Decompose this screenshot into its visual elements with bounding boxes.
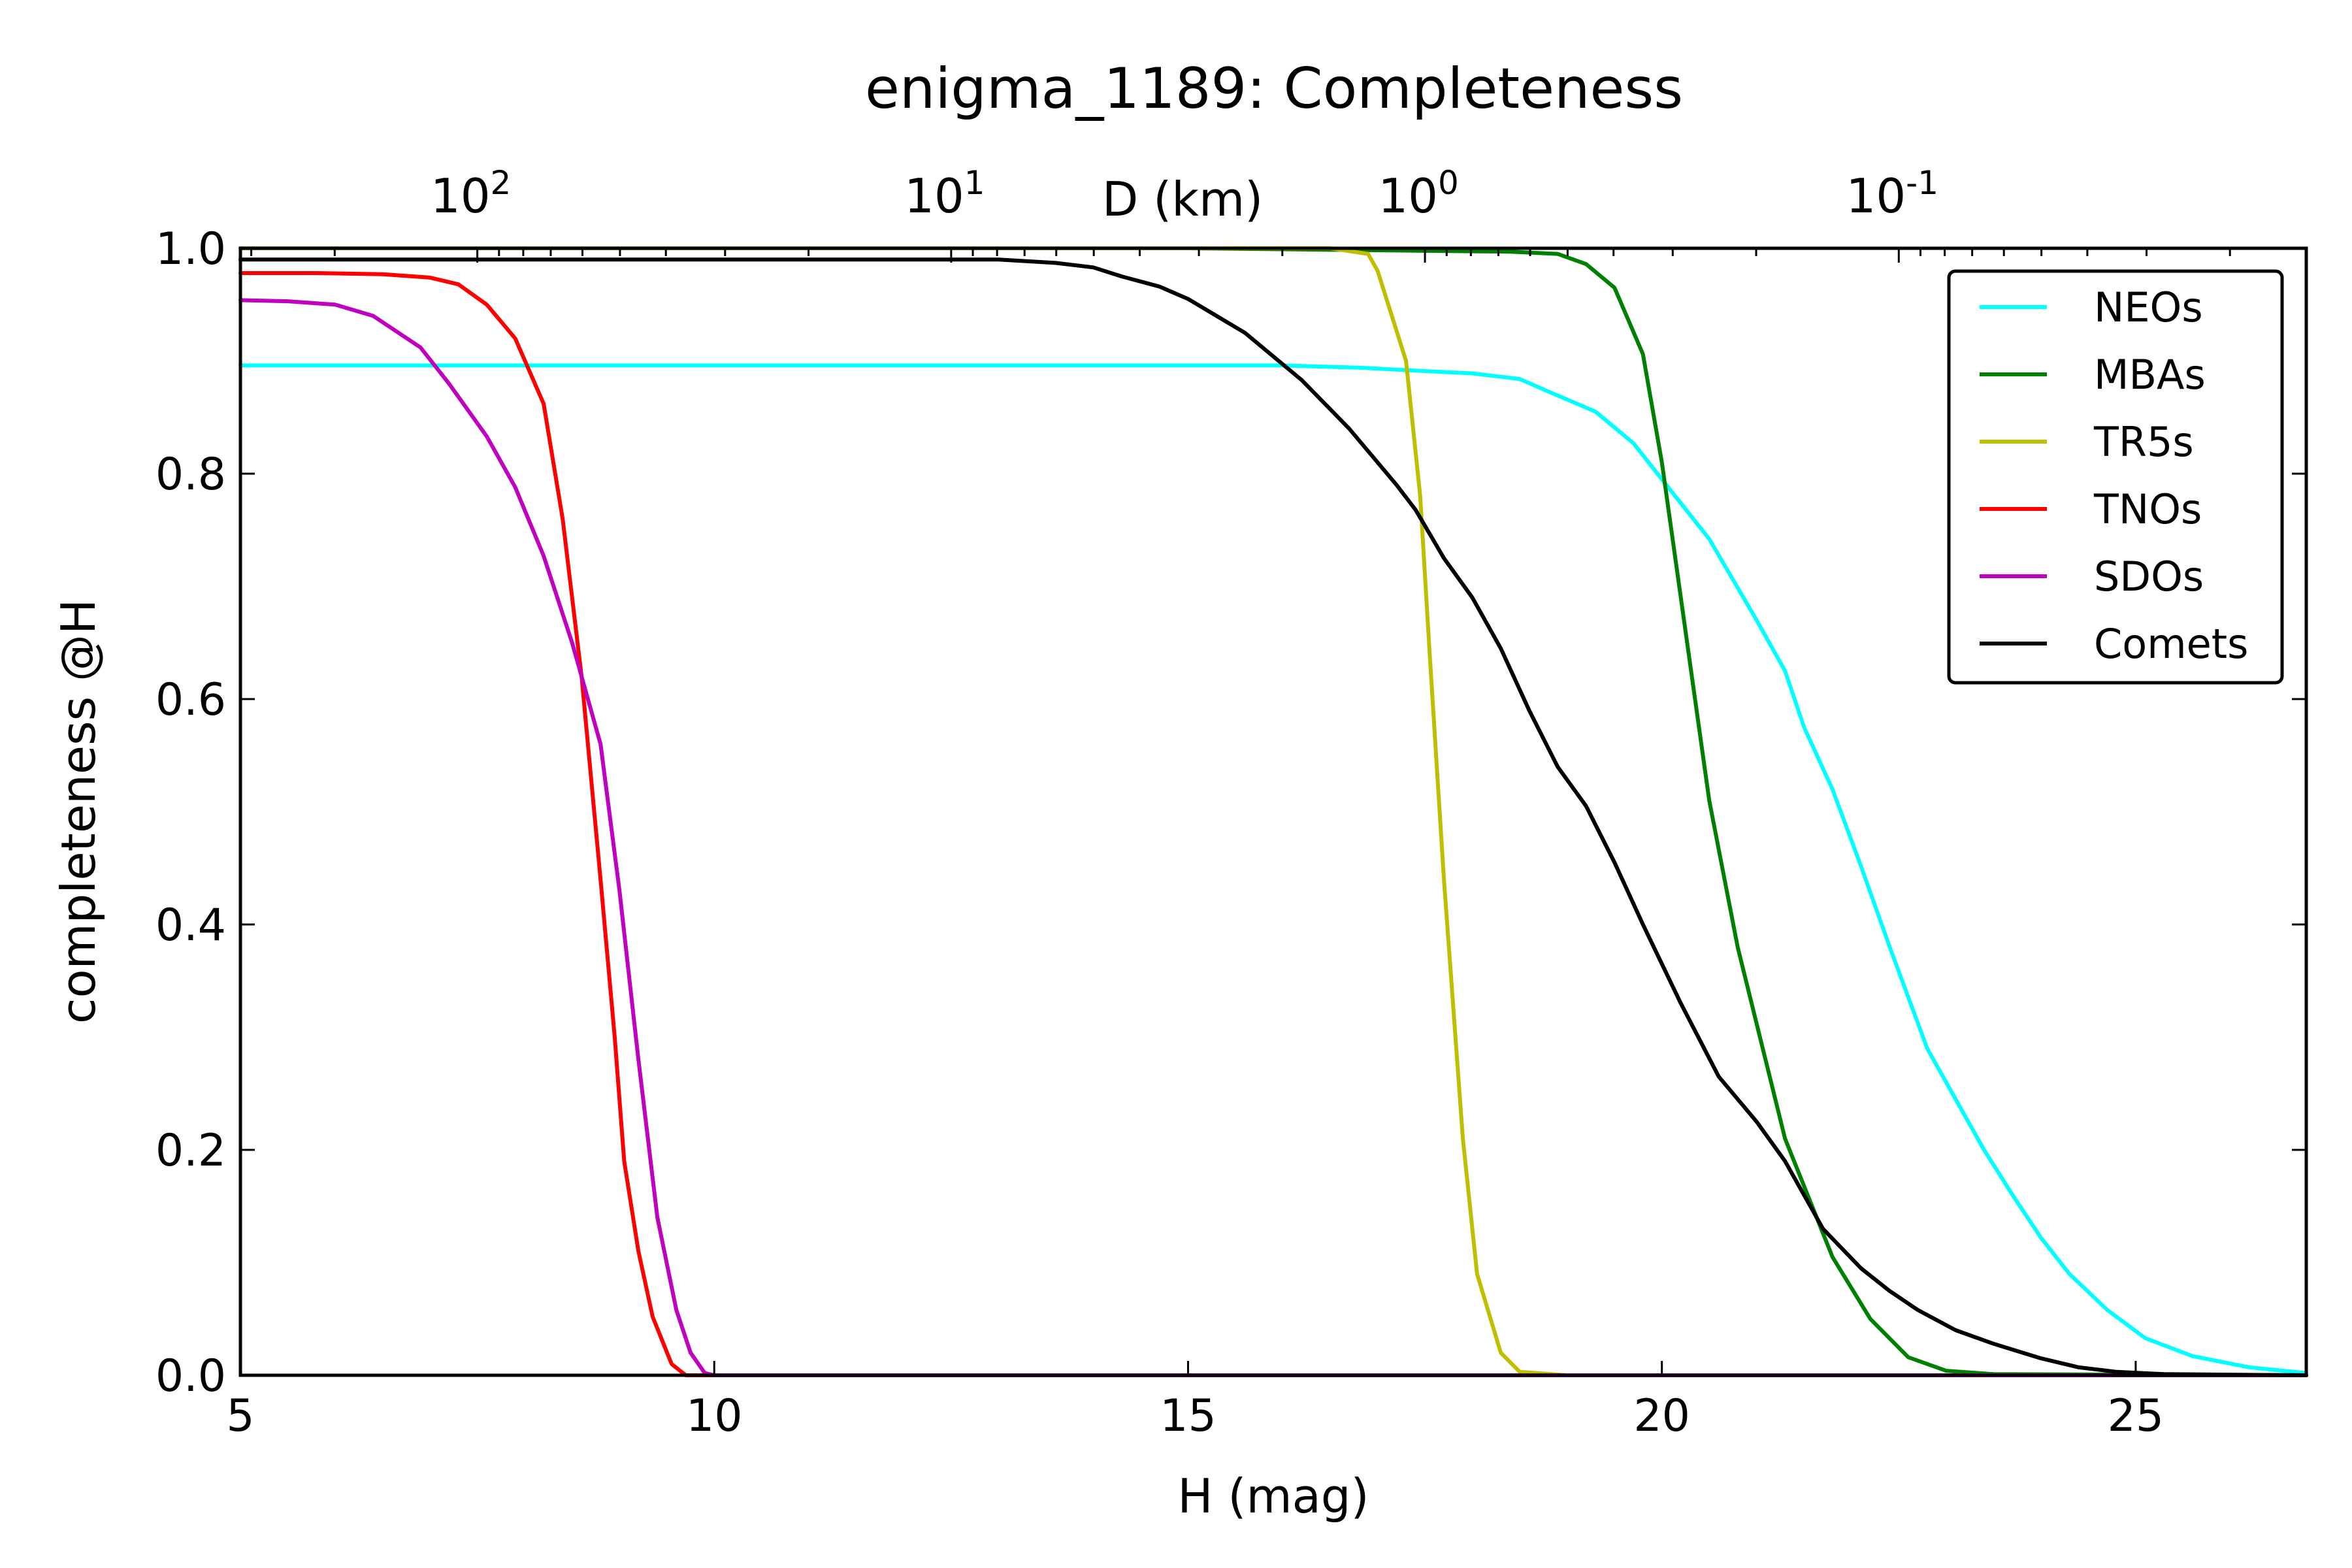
series-line-tnos — [238, 271, 2308, 1377]
legend-label: NEOs — [2094, 284, 2203, 331]
top-tick-label: 100 — [1378, 164, 1458, 223]
axis-ticks-group: 5 10 15 20 25 0.0 0.2 0.4 0.6 0.8 1.0 102 101 100 10-1 — [155, 164, 2306, 1442]
y-tick-label: 0.6 — [155, 674, 226, 726]
y-axis-label: completeness @H — [51, 599, 106, 1024]
legend-label: Comets — [2094, 620, 2248, 668]
series-line-mbas — [238, 246, 2308, 1377]
legend: NEOs MBAs TR5s TNOs SDOs Comets — [1947, 269, 2284, 685]
legend-label: TNOs — [2093, 485, 2202, 533]
legend-label: MBAs — [2094, 351, 2206, 399]
y-tick-label: 1.0 — [155, 223, 226, 275]
legend-label: SDOs — [2094, 553, 2204, 600]
series-line-tr5s — [238, 246, 2308, 1377]
x-tick-label: 20 — [1633, 1390, 1690, 1442]
series-line-sdos — [238, 298, 2308, 1377]
legend-label: TR5s — [2093, 418, 2194, 466]
x-tick-label: 25 — [2108, 1390, 2164, 1442]
y-tick-label: 0.2 — [155, 1125, 226, 1177]
y-tick-label: 0.0 — [155, 1350, 226, 1402]
x-tick-label: 5 — [226, 1390, 254, 1442]
top-tick-label: 101 — [904, 164, 985, 223]
x-axis-label: H (mag) — [1177, 1469, 1369, 1524]
y-tick-label: 0.8 — [155, 449, 226, 500]
x-tick-label: 10 — [686, 1390, 743, 1442]
plot-series-group — [238, 246, 2308, 1377]
top-tick-label: 102 — [431, 164, 511, 223]
top-x-axis-label: D (km) — [1102, 172, 1263, 227]
y-tick-label: 0.4 — [155, 900, 226, 951]
series-line-neos — [238, 363, 2308, 1375]
series-line-comets — [238, 257, 2308, 1377]
chart-title: enigma_1189: Completeness — [865, 56, 1683, 122]
top-tick-label: 10-1 — [1846, 164, 1938, 223]
x-tick-label: 15 — [1160, 1390, 1217, 1442]
plot-frame — [238, 246, 2308, 1377]
